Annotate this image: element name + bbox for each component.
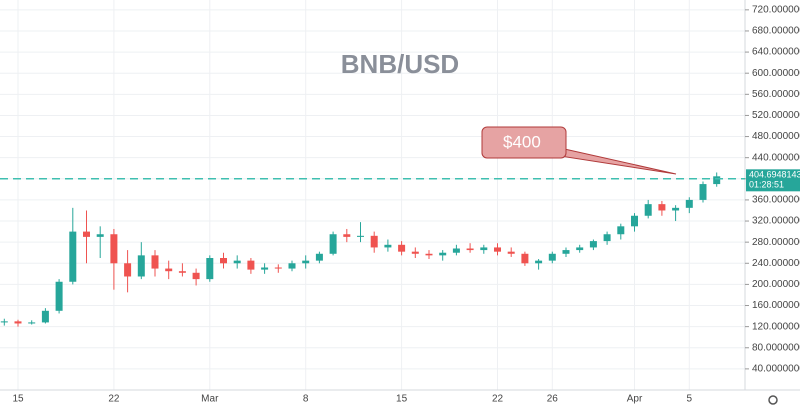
- candle-body: [480, 247, 488, 251]
- last-price-tag: [746, 169, 800, 192]
- candle-body: [0, 321, 8, 323]
- candle-body: [494, 247, 501, 252]
- last-price-label: 404.6948143: [749, 170, 800, 180]
- candle-body: [439, 252, 447, 256]
- candle-body: [384, 244, 392, 248]
- chart-title: BNB/USD: [341, 49, 459, 79]
- candle-body: [151, 255, 159, 269]
- y-tick-label: 640.0000000: [752, 47, 800, 58]
- candle-body: [658, 204, 666, 211]
- candle-body: [28, 322, 36, 324]
- candle-body: [548, 253, 556, 261]
- candle-body: [288, 263, 296, 269]
- x-tick-label: 15: [396, 394, 408, 405]
- candle-body: [315, 253, 323, 261]
- candle-body: [220, 258, 227, 264]
- candle-body: [206, 258, 214, 280]
- candle-body: [425, 253, 433, 256]
- candle-body: [411, 251, 419, 254]
- candle-body: [672, 207, 680, 211]
- y-tick-label: 80.0000000: [752, 342, 800, 353]
- candle-body: [466, 248, 474, 251]
- y-tick-label: 120.0000000: [752, 321, 800, 332]
- candle-body: [41, 310, 49, 323]
- candle-body: [398, 244, 406, 252]
- candle-body: [165, 268, 173, 272]
- candle-body: [562, 250, 570, 254]
- candle-body: [137, 255, 145, 277]
- candle-body: [603, 234, 611, 242]
- x-tick-label: Apr: [627, 394, 643, 405]
- settings-icon[interactable]: [768, 395, 778, 405]
- candle-body: [55, 281, 63, 311]
- candle-body: [507, 251, 515, 254]
- candle-body: [644, 204, 652, 216]
- callout-box: [481, 126, 567, 159]
- candle-body: [69, 231, 77, 282]
- y-tick-label: 240.0000000: [752, 258, 800, 269]
- candle-body: [589, 241, 597, 248]
- y-tick-label: 360.0000000: [752, 195, 800, 206]
- countdown: 01:28:51: [749, 180, 784, 190]
- x-tick-label: 22: [108, 394, 120, 405]
- y-tick-label: 520.0000000: [752, 110, 800, 121]
- candle-body: [274, 267, 282, 269]
- y-tick-label: 200.0000000: [752, 279, 800, 290]
- x-tick-label: 26: [547, 394, 559, 405]
- candle-body: [576, 247, 584, 251]
- plot-area: [0, 172, 721, 327]
- candle-body: [343, 234, 351, 237]
- candle-body: [14, 321, 22, 324]
- x-tick-label: 5: [687, 394, 693, 405]
- y-tick-label: 440.0000000: [752, 152, 800, 163]
- y-tick-label: 560.0000000: [752, 89, 800, 100]
- candle-body: [124, 263, 132, 277]
- candle-body: [699, 184, 707, 200]
- candle-body: [192, 272, 200, 280]
- candle-body: [233, 260, 241, 264]
- y-tick-label: 600.0000000: [752, 68, 800, 79]
- candle-body: [261, 267, 269, 270]
- callout: $400: [481, 126, 677, 175]
- candle-body: [617, 226, 625, 235]
- x-tick-label: Mar: [201, 394, 219, 405]
- x-tick-label: 8: [303, 394, 309, 405]
- candle-body: [370, 235, 378, 248]
- candle-body: [535, 260, 543, 264]
- y-tick-label: 160.0000000: [752, 300, 800, 311]
- candle-body: [685, 199, 693, 208]
- candle-body: [110, 234, 118, 264]
- y-tick-label: 40.0000000: [752, 364, 800, 375]
- x-tick-label: 15: [12, 394, 24, 405]
- candle-body: [713, 176, 721, 185]
- candle-body: [247, 260, 255, 270]
- y-tick-label: 720.0000000: [752, 4, 800, 15]
- candle-body: [178, 271, 186, 273]
- candle-body: [96, 234, 104, 237]
- candle-body: [83, 231, 90, 237]
- x-tick-label: 22: [492, 394, 504, 405]
- candle-body: [521, 253, 529, 264]
- y-tick-label: 480.0000000: [752, 131, 800, 142]
- candle-body: [329, 234, 337, 254]
- annotation: $400: [503, 132, 541, 151]
- grid: [0, 0, 745, 390]
- y-tick-label: 680.0000000: [752, 26, 800, 37]
- candle-body: [357, 235, 364, 237]
- y-tick-label: 320.0000000: [752, 216, 800, 227]
- candle-body: [452, 248, 460, 253]
- candle-body: [631, 215, 638, 227]
- y-tick-label: 280.0000000: [752, 237, 800, 248]
- candle-body: [302, 260, 310, 264]
